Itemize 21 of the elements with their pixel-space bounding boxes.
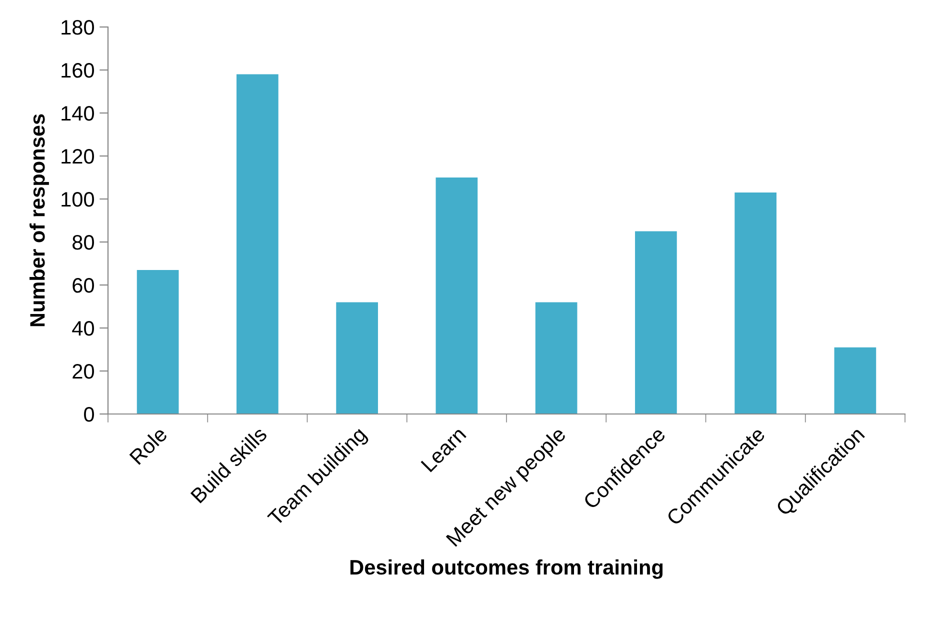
x-axis-title: Desired outcomes from training (350, 559, 663, 579)
bar (436, 178, 478, 414)
bar (336, 302, 378, 414)
y-tick-label: 40 (72, 321, 94, 336)
y-tick-label: 140 (62, 106, 94, 121)
y-tick-label: 120 (62, 149, 94, 164)
y-tick-label: 100 (62, 192, 94, 207)
bar (834, 347, 876, 414)
bar (535, 302, 578, 414)
bar (236, 74, 278, 414)
y-tick-label: 0 (84, 407, 94, 422)
y-axis-title: Number of responses (30, 114, 49, 326)
bar (136, 270, 179, 414)
y-tick-label: 180 (62, 20, 94, 35)
y-tick-label: 80 (72, 235, 94, 250)
y-tick-label: 60 (72, 278, 94, 293)
y-tick-label: 20 (72, 364, 94, 379)
x-tick-label: Role (128, 426, 168, 466)
y-tick-label: 160 (62, 63, 94, 78)
bar (734, 192, 776, 414)
bar (635, 231, 677, 414)
